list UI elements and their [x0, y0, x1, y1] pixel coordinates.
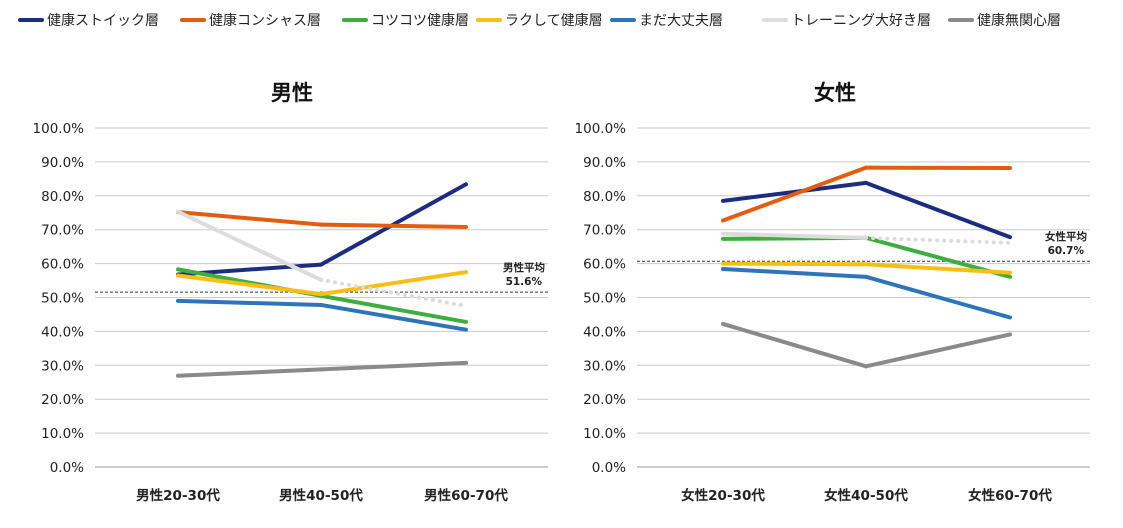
series-segment	[864, 262, 1012, 275]
series-segment	[721, 321, 868, 369]
series-segment	[319, 360, 468, 372]
average-value-label: 60.7%	[1048, 245, 1085, 257]
legend-label: 健康無関心層	[977, 12, 1061, 29]
series-segment	[721, 231, 868, 240]
series-segment	[176, 367, 323, 378]
series-segment	[864, 332, 1012, 369]
x-tick-label: 男性20-30代	[136, 487, 220, 504]
series-segment	[319, 293, 468, 324]
series-segment	[864, 274, 1012, 320]
series-line	[721, 261, 1012, 275]
y-tick-label: 20.0%	[41, 392, 84, 408]
x-tick-label: 男性40-50代	[279, 487, 363, 504]
series-line	[176, 270, 468, 297]
y-tick-label: 30.0%	[41, 358, 84, 374]
legend-label: ラクして健康層	[505, 12, 603, 29]
y-tick-label: 60.0%	[41, 257, 84, 273]
series-line	[176, 360, 468, 378]
y-tick-label: 50.0%	[41, 291, 84, 307]
series-segment	[864, 180, 1012, 240]
legend: 健康ストイック層 健康コンシャス層 コツコツ健康層 ラクして健康層 まだ大丈夫層 トレーニ…	[18, 12, 1061, 29]
average-label: 女性平均	[1045, 230, 1087, 243]
series-segment	[319, 222, 468, 229]
legend-item: トレーニング大好き層	[762, 13, 931, 29]
series-segment	[319, 270, 468, 297]
series-segment	[319, 302, 468, 332]
series-segment	[864, 235, 1012, 245]
chart-panel-1: 男性 0.0% 10.0% 20.0% 30.0% 40.0% 50.0% 60.0% 70.0…	[33, 81, 548, 504]
y-tick-label: 0.0%	[50, 460, 84, 476]
average-value-label: 51.6%	[506, 276, 543, 288]
series-segment	[721, 267, 868, 279]
y-tick-label: 40.0%	[41, 324, 84, 340]
chart-title: 女性	[814, 81, 856, 105]
y-tick-label: 90.0%	[41, 155, 84, 171]
legend-item: まだ大丈夫層	[610, 13, 723, 29]
y-tick-label: 40.0%	[583, 324, 626, 340]
legend-item: 健康コンシャス層	[180, 12, 321, 29]
series-segment	[176, 298, 323, 307]
y-tick-label: 0.0%	[592, 460, 626, 476]
series-line	[176, 298, 468, 332]
x-tick-label: 女性40-50代	[824, 487, 908, 504]
y-tick-label: 100.0%	[575, 121, 627, 137]
series-line	[721, 321, 1012, 369]
series-segment	[721, 165, 868, 223]
y-tick-label: 80.0%	[41, 189, 84, 205]
series-segment	[176, 209, 323, 282]
y-tick-label: 20.0%	[583, 392, 626, 408]
y-tick-label: 60.0%	[583, 257, 626, 273]
series-line	[721, 180, 1012, 240]
series-line	[721, 165, 1012, 223]
legend-item: ラクして健康層	[476, 12, 603, 29]
legend-label: まだ大丈夫層	[639, 13, 723, 29]
series-segment	[176, 273, 323, 297]
y-tick-label: 10.0%	[583, 426, 626, 442]
legend-item: 健康ストイック層	[18, 12, 159, 29]
series-line	[176, 209, 468, 308]
legend-label: トレーニング大好き層	[791, 13, 931, 29]
series-line	[721, 267, 1012, 320]
x-tick-label: 女性20-30代	[681, 487, 765, 504]
y-tick-label: 10.0%	[41, 426, 84, 442]
y-tick-label: 100.0%	[33, 121, 85, 137]
average-label: 男性平均	[503, 261, 545, 274]
series-line	[176, 210, 468, 229]
x-tick-label: 女性60-70代	[968, 487, 1052, 504]
legend-label: コツコツ健康層	[371, 12, 469, 29]
x-tick-label: 男性60-70代	[424, 487, 508, 504]
legend-label: 健康ストイック層	[47, 12, 159, 29]
y-tick-label: 70.0%	[583, 223, 626, 239]
legend-label: 健康コンシャス層	[209, 12, 321, 29]
y-tick-label: 80.0%	[583, 189, 626, 205]
series-line	[721, 231, 1012, 245]
series-segment	[176, 210, 323, 227]
y-tick-label: 70.0%	[41, 223, 84, 239]
series-segment	[721, 261, 868, 267]
y-tick-label: 90.0%	[583, 155, 626, 171]
chart-panel-2: 女性 0.0% 10.0% 20.0% 30.0% 40.0% 50.0% 60.0% 70.0…	[575, 81, 1090, 504]
legend-item: 健康無関心層	[948, 12, 1061, 29]
chart-title: 男性	[271, 81, 313, 105]
legend-item: コツコツ健康層	[342, 12, 469, 29]
y-tick-label: 50.0%	[583, 291, 626, 307]
series-segment	[319, 277, 468, 308]
series-segment	[721, 180, 868, 203]
y-tick-label: 30.0%	[583, 358, 626, 374]
